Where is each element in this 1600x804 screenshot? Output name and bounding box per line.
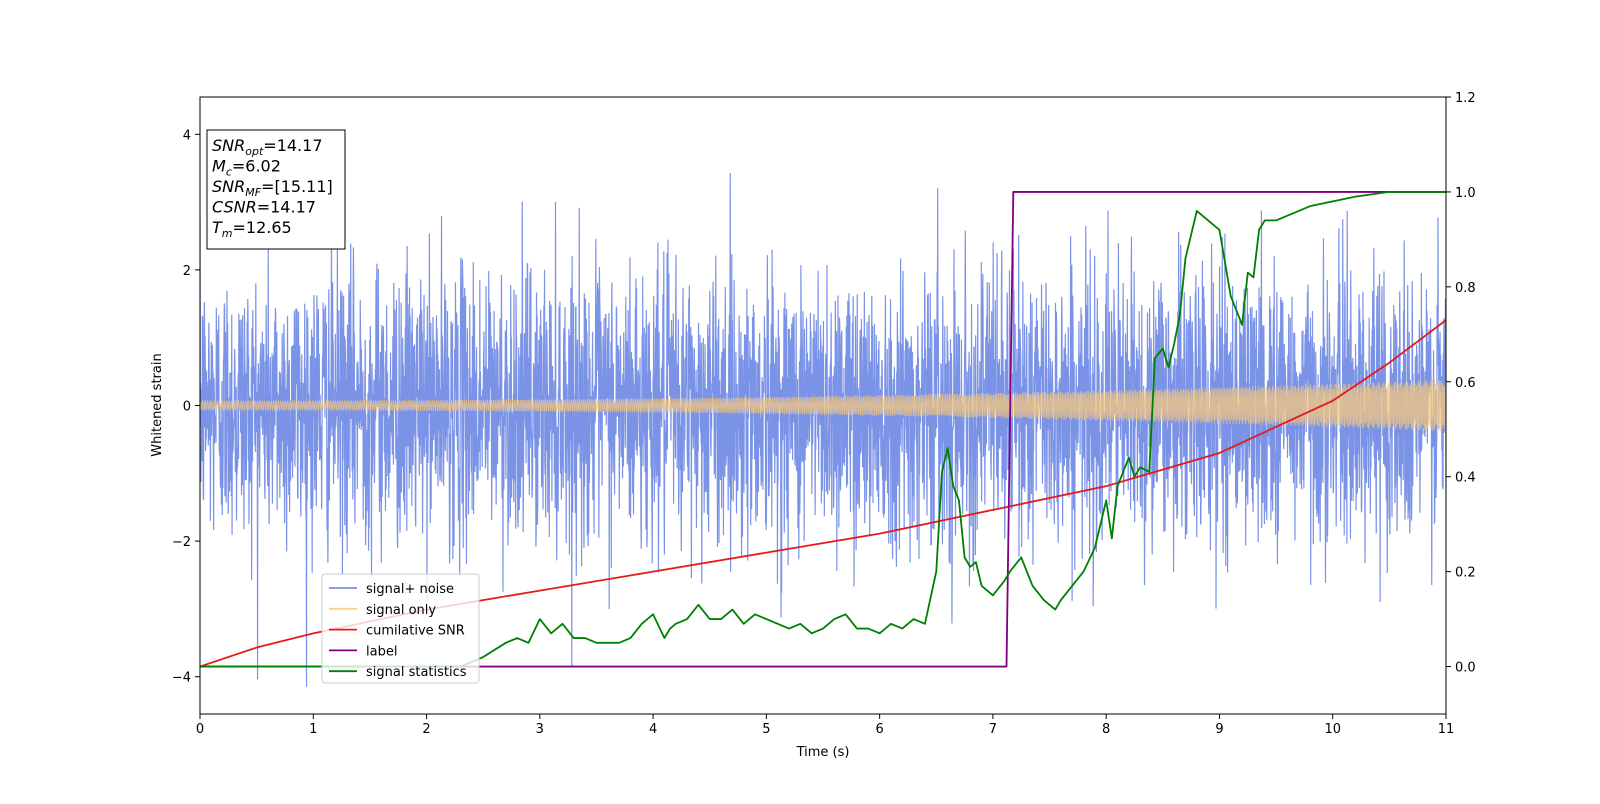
x-tick-label: 11 [1438, 722, 1455, 737]
y-tick-label: −4 [172, 671, 191, 686]
y2-tick-label: 0.2 [1455, 566, 1476, 581]
signal-noise-series [200, 172, 1446, 687]
annotation-line: CSNR=14.17 [212, 198, 316, 217]
annotation-box: SNRopt=14.17Mc=6.02SNRMF=[15.11]CSNR=14.… [206, 129, 346, 250]
legend-label: label [366, 644, 397, 659]
y-axis-label: Whitened strain [150, 353, 165, 456]
annotation-line: Tm=12.65 [212, 218, 292, 240]
annotation-line: Mc=6.02 [212, 157, 281, 179]
x-tick-label: 8 [1102, 722, 1110, 737]
y2-axis-ticks: 0.0 0.2 0.4 0.6 0.8 1.0 1.2 [1446, 91, 1476, 676]
x-tick-label: 0 [196, 722, 204, 737]
x-tick-label: 7 [989, 722, 997, 737]
x-tick-label: 6 [875, 722, 883, 737]
x-tick-label: 2 [422, 722, 430, 737]
y2-tick-label: 0.4 [1455, 471, 1476, 486]
signal-statistics-line [200, 191, 1446, 668]
x-tick-label: 9 [1215, 722, 1223, 737]
y2-tick-label: 0.0 [1455, 661, 1476, 676]
signal-noise-line [200, 172, 1446, 687]
x-axis-ticks: 0 1 2 3 4 5 6 7 8 9 10 11 [196, 714, 1454, 737]
y2-tick-label: 0.8 [1455, 281, 1476, 296]
legend-label: signal+ noise [366, 582, 454, 597]
signal-only-line [200, 379, 1446, 431]
y-tick-label: 2 [183, 264, 191, 279]
annotation-line: SNRopt=14.17 [212, 136, 323, 158]
y-axis-ticks: −4 −2 0 2 4 [172, 128, 200, 686]
y2-tick-label: 0.6 [1455, 376, 1476, 391]
x-tick-label: 1 [309, 722, 317, 737]
label-line [200, 191, 1446, 668]
legend-label: signal statistics [366, 665, 467, 680]
y2-tick-label: 1.0 [1455, 186, 1476, 201]
y-tick-label: 0 [183, 400, 191, 415]
y2-tick-label: 1.2 [1455, 91, 1476, 106]
x-tick-label: 3 [536, 722, 544, 737]
x-tick-label: 4 [649, 722, 657, 737]
signal-only-series [200, 379, 1446, 431]
legend-label: signal only [366, 603, 436, 618]
y-tick-label: −2 [172, 535, 191, 550]
annotation-line: SNRMF=[15.11] [212, 177, 333, 199]
x-tick-label: 10 [1324, 722, 1341, 737]
y-tick-label: 4 [183, 128, 191, 143]
legend-label: cumilative SNR [366, 624, 465, 639]
x-tick-label: 5 [762, 722, 770, 737]
x-axis-label: Time (s) [796, 745, 850, 760]
legend: signal+ noise signal only cumilative SNR la… [321, 573, 480, 684]
